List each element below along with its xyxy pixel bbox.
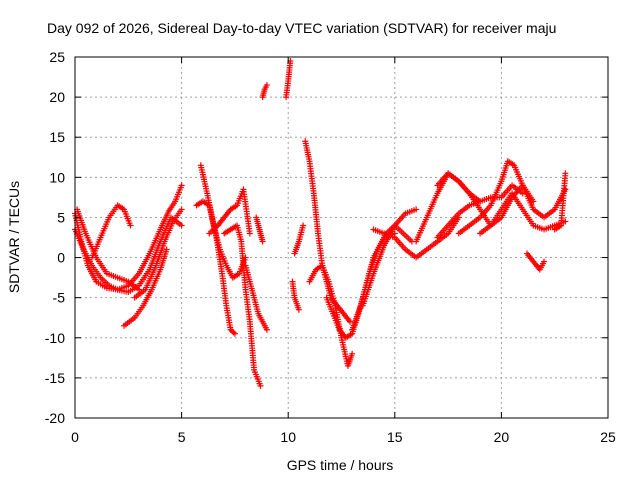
data-point [163, 246, 170, 253]
y-axis-title: SDTVAR / TECUs [6, 181, 22, 293]
y-tick-label: -5 [53, 290, 66, 306]
y-tick-label: 10 [49, 169, 65, 185]
data-point [413, 206, 420, 213]
data-point [562, 218, 569, 225]
data-point [349, 350, 356, 357]
series-track-14 [283, 58, 294, 101]
data-point [263, 82, 270, 89]
x-tick-label: 20 [494, 429, 510, 445]
series-track-16 [291, 222, 307, 257]
x-tick-label: 15 [387, 429, 403, 445]
series-track-24 [434, 182, 526, 241]
data-point [178, 222, 185, 229]
y-tick-label: 25 [49, 49, 65, 65]
series-track-9 [206, 186, 253, 237]
data-point [178, 206, 185, 213]
series-track-29 [551, 170, 569, 233]
data-point [300, 222, 307, 229]
y-tick-label: 20 [49, 89, 65, 105]
plot-frame [74, 56, 609, 419]
tick-marks [74, 56, 609, 419]
data-point [347, 318, 354, 325]
data-point [259, 238, 266, 245]
y-tick-label: -15 [45, 370, 65, 386]
series-track-26 [455, 158, 569, 237]
series-track-6 [131, 206, 185, 301]
x-tick-label: 0 [71, 429, 79, 445]
chart-title: Day 092 of 2026, Sidereal Day-to-day VTE… [47, 20, 556, 36]
data-point [263, 326, 270, 333]
data-point [246, 230, 253, 237]
data-point [231, 330, 238, 337]
data-point [135, 286, 142, 293]
series-track-15 [289, 278, 302, 313]
data-points [72, 58, 569, 389]
tick-labels: 0 5 10 15 20 25 -20 -15 -10 -5 0 5 10 15 20 25 [45, 49, 616, 445]
data-point [562, 170, 569, 177]
series-track-28 [523, 250, 548, 273]
series-track-21 [359, 206, 420, 309]
x-tick-label: 5 [178, 429, 186, 445]
x-axis-title: GPS time / hours [287, 457, 394, 473]
series-track-5 [121, 246, 170, 329]
data-point [295, 306, 302, 313]
series-track-12 [253, 214, 266, 245]
y-tick-label: -20 [45, 410, 65, 426]
series-track-10 [221, 222, 264, 389]
data-point [127, 222, 134, 229]
y-tick-label: -10 [45, 330, 65, 346]
x-tick-label: 25 [600, 429, 616, 445]
y-tick-label: 15 [49, 129, 65, 145]
y-tick-label: 5 [57, 209, 65, 225]
series-track-22 [370, 214, 462, 261]
series-track-2 [72, 214, 185, 296]
series-track-4 [89, 202, 134, 261]
series-track-13 [259, 82, 270, 101]
data-point [541, 258, 548, 265]
y-tick-label: 0 [57, 250, 65, 266]
x-tick-label: 10 [280, 429, 296, 445]
data-point [257, 382, 264, 389]
data-point [178, 182, 185, 189]
series-track-11 [242, 262, 270, 333]
series-track-3 [74, 206, 142, 293]
